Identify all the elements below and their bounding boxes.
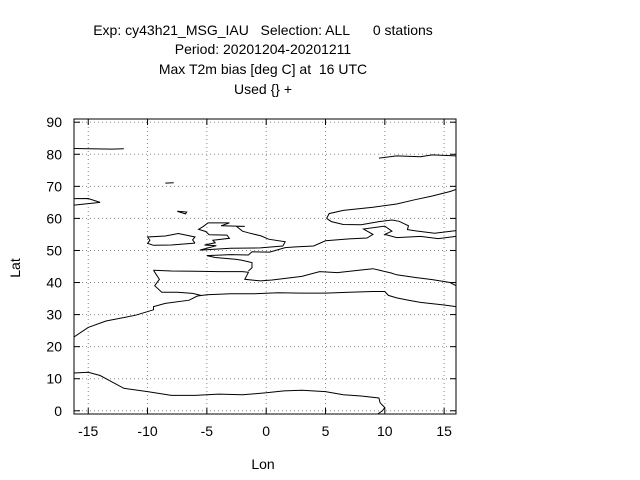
- x-tick-label: 5: [322, 423, 330, 439]
- x-axis-label: Lon: [251, 456, 274, 472]
- coastlines: [74, 148, 456, 414]
- coastline: [74, 371, 386, 414]
- title-line-2: Period: 20201204-20201211: [175, 41, 352, 57]
- x-tick-label: -10: [137, 423, 157, 439]
- x-tick-label: 10: [377, 423, 393, 439]
- x-tick-label: 15: [436, 423, 452, 439]
- title-line-3: Max T2m bias [deg C] at 16 UTC: [159, 61, 367, 77]
- y-tick-label: 60: [46, 210, 62, 226]
- coastline: [326, 217, 456, 234]
- y-tick-label: 80: [46, 146, 62, 162]
- coastline: [153, 268, 456, 287]
- y-axis-label: Lat: [7, 258, 23, 278]
- y-tick-label: 50: [46, 242, 62, 258]
- grid: [74, 119, 456, 414]
- y-tick-label: 0: [54, 403, 62, 419]
- y-tick-label: 20: [46, 339, 62, 355]
- plot-frame: [73, 118, 457, 415]
- coastline: [74, 148, 124, 150]
- coastline: [206, 255, 253, 272]
- x-tick-label: 0: [262, 423, 270, 439]
- coastline: [177, 210, 188, 215]
- x-tick-label: -15: [78, 423, 98, 439]
- coastline: [74, 197, 101, 206]
- y-tick-label: 70: [46, 178, 62, 194]
- coastline: [146, 232, 196, 246]
- chart-title: Exp: cy43h21_MSG_IAU Selection: ALL 0 st…: [93, 22, 433, 97]
- coastline: [326, 189, 456, 219]
- y-tick-label: 10: [46, 371, 62, 387]
- coastline: [378, 154, 456, 159]
- axis-ticks: -15 -10 -5 0 5 10 15 0 10 20 30 40 50 60 70 80 90: [46, 114, 456, 439]
- y-tick-label: 30: [46, 307, 62, 323]
- y-tick-label: 90: [46, 114, 62, 130]
- coastline: [74, 291, 456, 338]
- coastline: [197, 222, 286, 251]
- x-tick-label: -5: [201, 423, 214, 439]
- coastline: [153, 270, 202, 296]
- title-line-4: Used {} +: [234, 81, 292, 97]
- y-tick-label: 40: [46, 275, 62, 291]
- coastline: [206, 225, 456, 257]
- title-line-1: Exp: cy43h21_MSG_IAU Selection: ALL 0 st…: [93, 22, 433, 38]
